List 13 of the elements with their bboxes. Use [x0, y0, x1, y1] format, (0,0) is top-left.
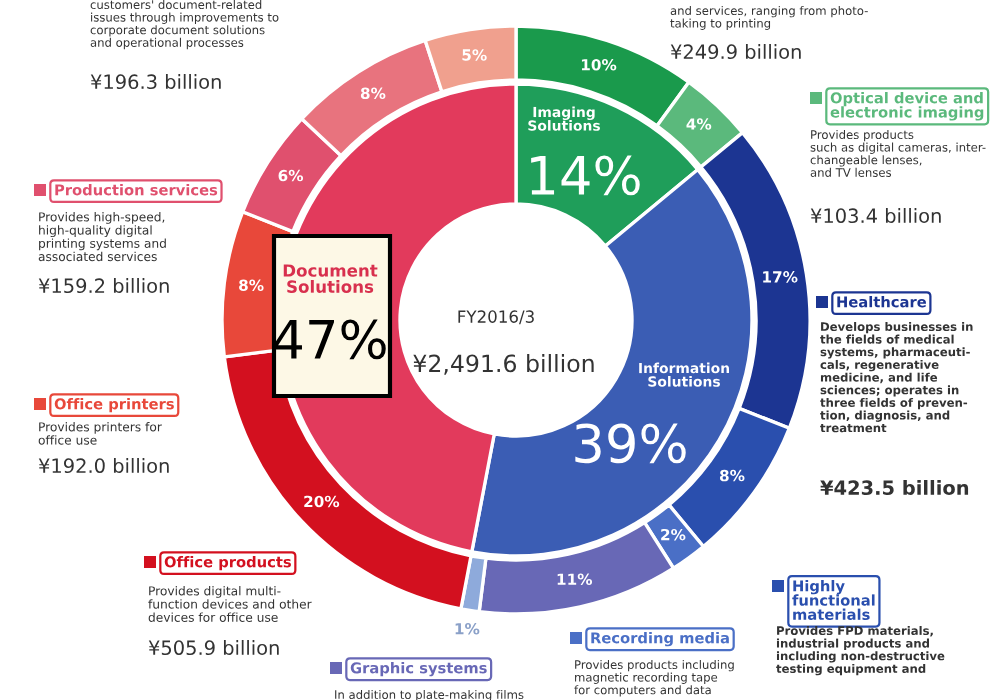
data-label: 39% [575, 423, 686, 464]
text: ¥103.4 billion [810, 208, 941, 224]
text: ¥192.0 billion [38, 458, 169, 474]
text: ¥159.2 billion [38, 278, 169, 294]
text: ¥2,491.6 billion [413, 354, 594, 375]
data-label: 47% [273, 319, 386, 360]
text: ¥505.9 billion [148, 640, 279, 656]
text: ¥196.3 billion [90, 74, 221, 90]
text: ¥423.5 billion [820, 480, 969, 496]
text: FY2016/3 [458, 310, 534, 325]
data-label: 14% [531, 155, 640, 196]
slice-label: Document Solutions [283, 264, 378, 293]
text: ¥249.9 billion [670, 44, 801, 60]
